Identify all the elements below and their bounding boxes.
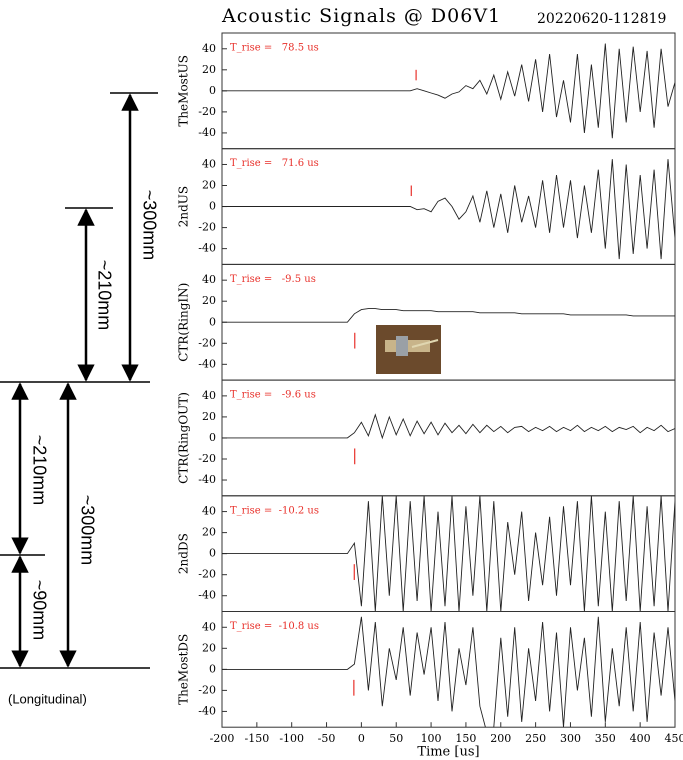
x-tick-label: 150 bbox=[455, 732, 476, 745]
dimension-label: ~90mm bbox=[29, 580, 49, 641]
annotation: T_rise = -9.6 us bbox=[230, 390, 316, 401]
y-axis-label: 2ndDS bbox=[177, 533, 191, 574]
dimension-label: ~300mm bbox=[77, 495, 97, 566]
y-axis-label: TheMostUS bbox=[177, 55, 191, 127]
x-tick-label: -200 bbox=[210, 732, 235, 745]
dimension-label: ~300mm bbox=[139, 190, 159, 261]
chart-subtitle: 20220620-112819 bbox=[537, 11, 666, 27]
y-tick-label: 40 bbox=[202, 273, 216, 286]
annotation: T_rise = -10.2 us bbox=[230, 505, 319, 516]
y-tick-label: -20 bbox=[198, 568, 216, 581]
y-tick-label: -20 bbox=[198, 452, 216, 465]
y-tick-label: -20 bbox=[198, 336, 216, 349]
x-tick-label: 350 bbox=[595, 732, 616, 745]
y-tick-label: 40 bbox=[202, 389, 216, 402]
y-tick-label: -40 bbox=[198, 473, 216, 486]
signal-line bbox=[222, 413, 675, 440]
annotation: T_rise = 78.5 us bbox=[230, 43, 319, 54]
x-tick-label: 250 bbox=[525, 732, 546, 745]
x-tick-label: -150 bbox=[244, 732, 269, 745]
y-tick-label: 0 bbox=[209, 315, 216, 328]
annotation: T_rise = -10.8 us bbox=[230, 621, 319, 632]
y-tick-label: 0 bbox=[209, 431, 216, 444]
y-tick-label: -20 bbox=[198, 105, 216, 118]
x-tick-label: 200 bbox=[490, 732, 511, 745]
y-tick-label: 0 bbox=[209, 200, 216, 213]
x-tick-label: 100 bbox=[421, 732, 442, 745]
x-tick-label: 400 bbox=[630, 732, 651, 745]
y-axis-label: CTR(RingIN) bbox=[177, 283, 191, 362]
inset-photo bbox=[376, 325, 441, 374]
x-tick-label: 450 bbox=[665, 732, 683, 745]
y-axis-label: CTR(RingOUT) bbox=[177, 392, 191, 484]
y-tick-label: 0 bbox=[209, 662, 216, 675]
y-tick-label: 20 bbox=[202, 63, 216, 76]
y-tick-label: 20 bbox=[202, 641, 216, 654]
dimension-label: ~210mm bbox=[94, 260, 114, 331]
x-tick-label: 50 bbox=[389, 732, 403, 745]
y-tick-label: 20 bbox=[202, 294, 216, 307]
y-tick-label: 0 bbox=[209, 84, 216, 97]
signal-line bbox=[222, 159, 675, 260]
y-tick-label: 40 bbox=[202, 505, 216, 518]
y-tick-label: 0 bbox=[209, 547, 216, 560]
x-tick-label: -50 bbox=[318, 732, 336, 745]
y-tick-label: 20 bbox=[202, 410, 216, 423]
y-tick-label: -40 bbox=[198, 242, 216, 255]
x-tick-label: 0 bbox=[358, 732, 365, 745]
y-tick-label: -40 bbox=[198, 357, 216, 370]
x-axis-label: Time [us] bbox=[417, 745, 479, 760]
y-tick-label: 20 bbox=[202, 179, 216, 192]
dimension-label: ~210mm bbox=[29, 435, 49, 506]
y-tick-label: -40 bbox=[198, 126, 216, 139]
x-tick-label: 300 bbox=[560, 732, 581, 745]
signal-line bbox=[222, 43, 675, 139]
signal-line bbox=[222, 495, 675, 612]
y-tick-label: -20 bbox=[198, 221, 216, 234]
x-tick-label: -100 bbox=[279, 732, 304, 745]
y-tick-label: -20 bbox=[198, 683, 216, 696]
signal-line bbox=[222, 616, 675, 728]
diagram-note: (Longitudinal) bbox=[8, 691, 87, 706]
y-tick-label: 20 bbox=[202, 526, 216, 539]
y-axis-label: 2ndUS bbox=[177, 186, 191, 227]
y-axis-label: TheMostDS bbox=[177, 634, 191, 705]
chart-title: Acoustic Signals @ D06V1 bbox=[221, 5, 501, 27]
y-tick-label: -40 bbox=[198, 704, 216, 717]
y-tick-label: 40 bbox=[202, 157, 216, 170]
y-tick-label: -40 bbox=[198, 589, 216, 602]
annotation: T_rise = -9.5 us bbox=[230, 274, 316, 285]
dimension-diagram bbox=[0, 92, 158, 669]
y-tick-label: 40 bbox=[202, 42, 216, 55]
signal-line bbox=[222, 308, 675, 323]
y-tick-label: 40 bbox=[202, 620, 216, 633]
annotation: T_rise = 71.6 us bbox=[230, 158, 319, 169]
